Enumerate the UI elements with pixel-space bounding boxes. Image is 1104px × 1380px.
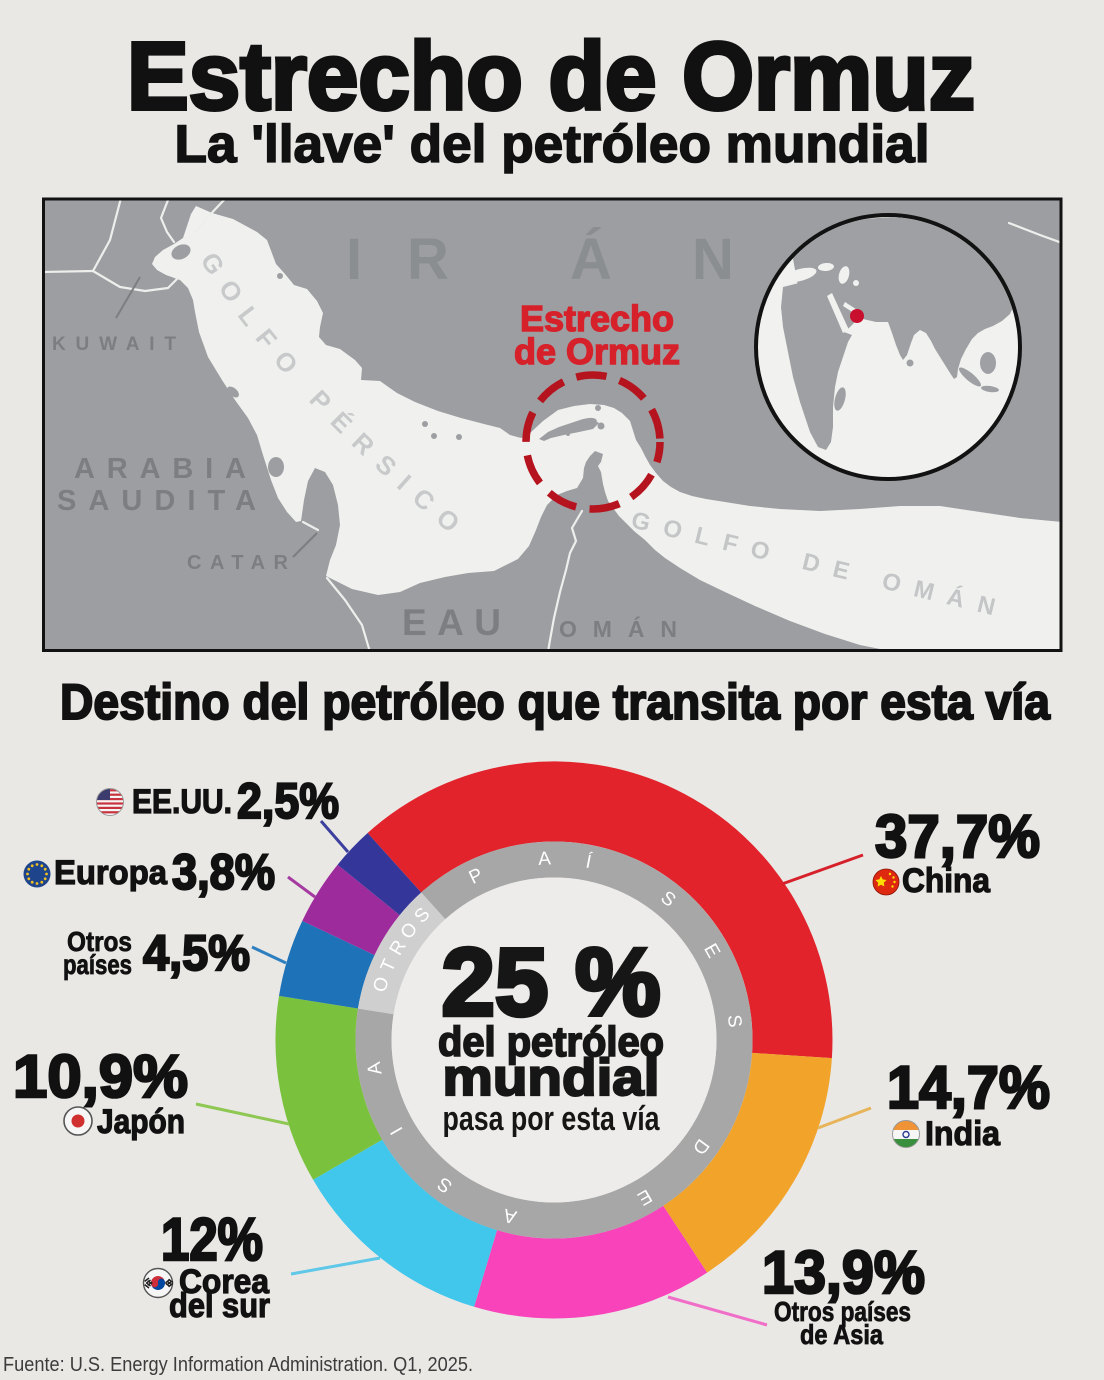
svg-text:25 %: 25 % — [442, 929, 661, 1036]
svg-text:Otros: Otros — [67, 926, 132, 957]
svg-text:Destino del petróleo que trans: Destino del petróleo que transita por es… — [60, 674, 1051, 730]
svg-text:Japón: Japón — [97, 1103, 185, 1141]
svg-text:India: India — [925, 1115, 1001, 1153]
svg-text:A: A — [538, 848, 552, 870]
svg-text:N: N — [692, 227, 734, 292]
svg-text:A: A — [501, 1204, 519, 1228]
svg-text:pasa por esta vía: pasa por esta vía — [443, 1100, 661, 1138]
svg-text:del petróleo: del petróleo — [438, 1018, 664, 1065]
svg-text:La 'llave' del petróleo mundia: La 'llave' del petróleo mundial — [175, 115, 930, 174]
svg-text:China: China — [902, 862, 991, 900]
svg-text:12%: 12% — [161, 1206, 263, 1273]
svg-text:2,5%: 2,5% — [237, 773, 339, 829]
svg-text:Á: Á — [570, 227, 612, 292]
svg-text:37,7%: 37,7% — [875, 803, 1040, 870]
svg-text:del sur: del sur — [169, 1287, 270, 1325]
svg-text:EAU: EAU — [402, 602, 501, 643]
svg-text:I: I — [346, 227, 362, 292]
svg-text:10,9%: 10,9% — [13, 1043, 188, 1110]
svg-text:A: A — [364, 1060, 387, 1076]
svg-text:Estrecho de Ormuz: Estrecho de Ormuz — [127, 23, 975, 130]
svg-text:R: R — [407, 227, 449, 292]
svg-text:de Ormuz: de Ormuz — [514, 331, 680, 372]
svg-text:mundial: mundial — [443, 1049, 660, 1107]
svg-text:SAUDITA: SAUDITA — [57, 485, 256, 517]
svg-text:S: S — [723, 1014, 745, 1029]
svg-text:Fuente: U.S. Energy Informatio: Fuente: U.S. Energy Information Administ… — [3, 1354, 473, 1376]
svg-text:O: O — [369, 974, 394, 994]
svg-text:Otros países: Otros países — [774, 1296, 911, 1327]
svg-text:EE.UU.: EE.UU. — [132, 783, 232, 821]
svg-text:Estrecho: Estrecho — [520, 298, 674, 339]
svg-text:Corea: Corea — [179, 1263, 270, 1301]
svg-text:de Asia: de Asia — [800, 1319, 883, 1350]
svg-text:Í: Í — [584, 851, 594, 873]
svg-text:3,8%: 3,8% — [172, 844, 275, 900]
svg-text:4,5%: 4,5% — [143, 925, 250, 981]
svg-text:13,9%: 13,9% — [762, 1239, 925, 1306]
svg-text:14,7%: 14,7% — [887, 1054, 1050, 1121]
svg-text:CATAR: CATAR — [187, 552, 289, 574]
svg-text:países: países — [63, 949, 132, 980]
svg-text:Europa: Europa — [54, 854, 168, 892]
